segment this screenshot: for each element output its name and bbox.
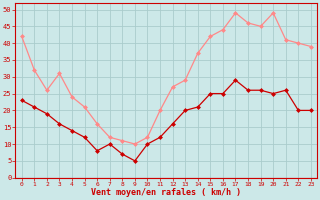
X-axis label: Vent moyen/en rafales ( km/h ): Vent moyen/en rafales ( km/h ) <box>91 188 241 197</box>
